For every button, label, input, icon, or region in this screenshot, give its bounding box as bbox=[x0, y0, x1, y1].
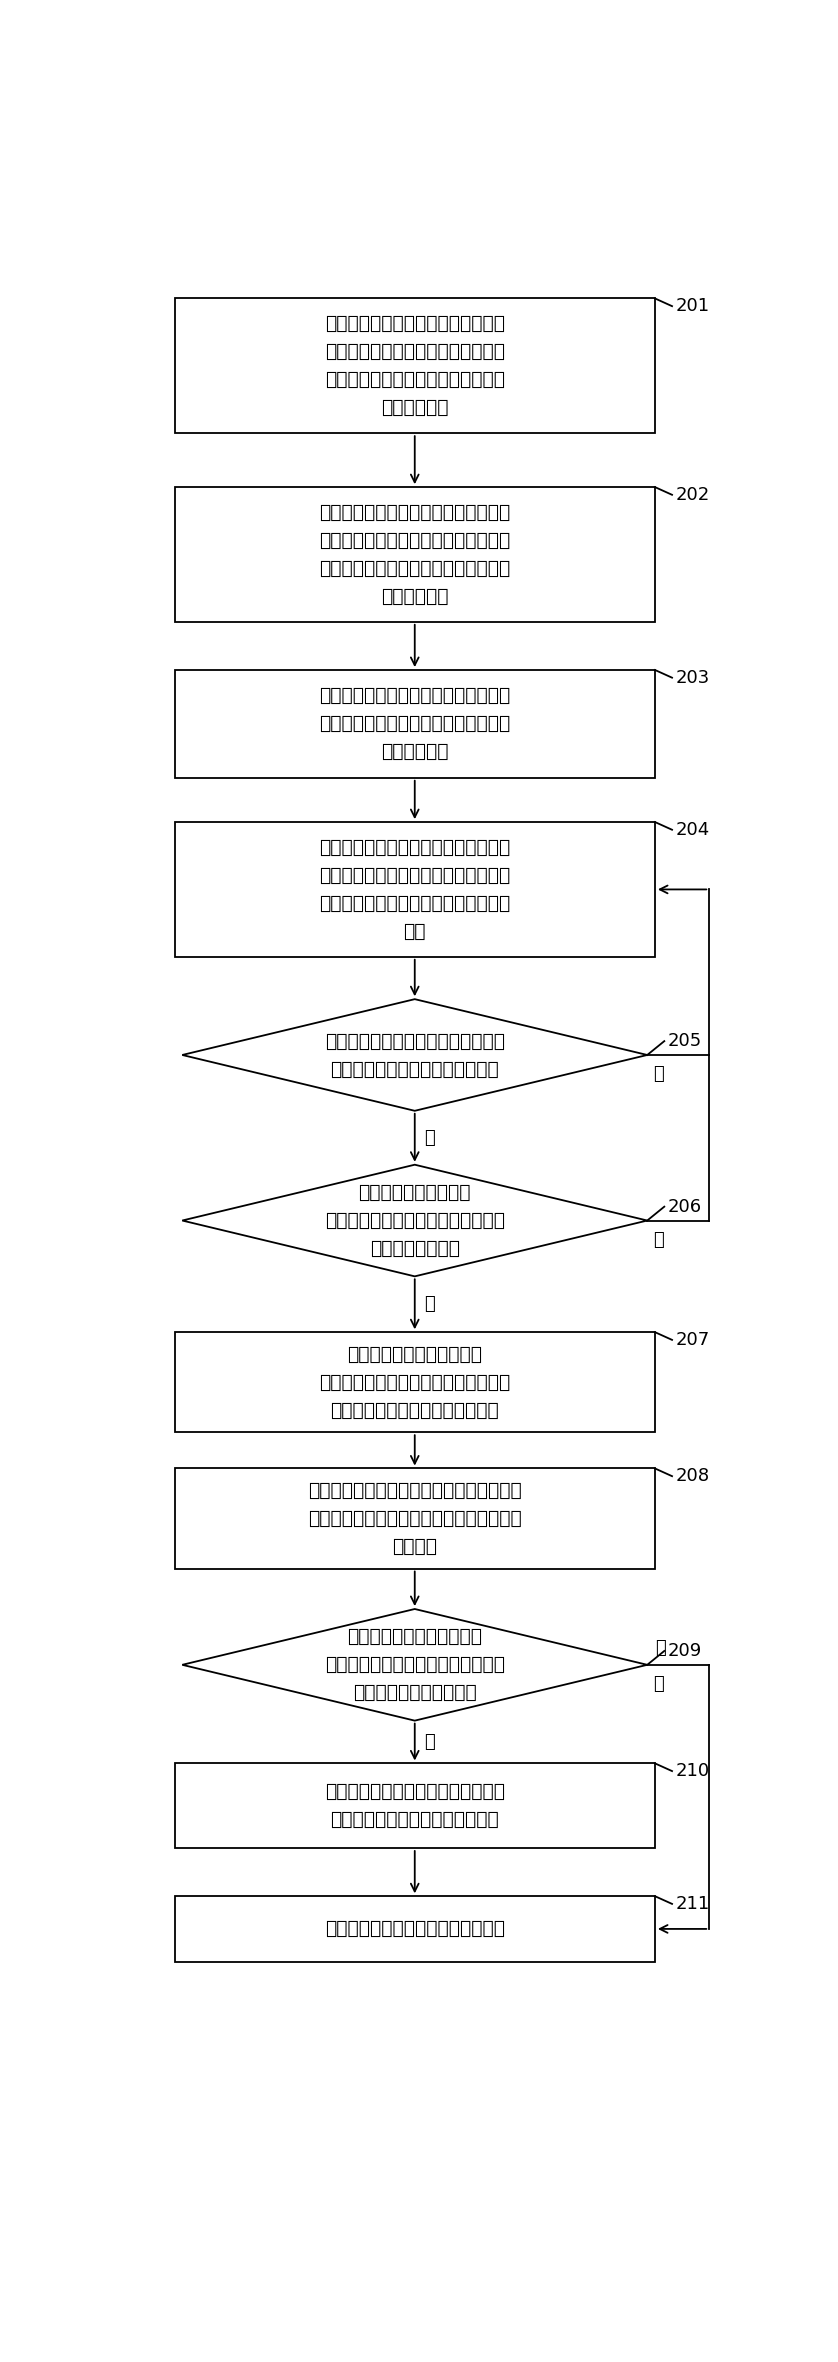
Text: 通过触发设置在所述超声成像设备上的
触摸屏，将所述的触发产生的信号转换
为位置坐标信号，并将该位置坐标信号
输出: 通过触发设置在所述超声成像设备上的 触摸屏，将所述的触发产生的信号转换 为位置坐… bbox=[319, 839, 510, 940]
Polygon shape bbox=[182, 1164, 647, 1275]
Text: 否: 否 bbox=[424, 1734, 435, 1750]
Text: 实时更新并输出所述取样框内的图像: 实时更新并输出所述取样框内的图像 bbox=[325, 1920, 504, 1939]
Text: 209: 209 bbox=[667, 1642, 701, 1660]
Text: 是: 是 bbox=[424, 1294, 435, 1313]
FancyBboxPatch shape bbox=[174, 822, 655, 957]
Text: 则判断触发信号有效，
判断是否在所述预定时长内进一步获
取外部触发信号？: 则判断触发信号有效， 判断是否在所述预定时长内进一步获 取外部触发信号？ bbox=[325, 1183, 504, 1259]
FancyBboxPatch shape bbox=[174, 1332, 655, 1431]
Text: 根据所述的坐标移动距离计算出所述根据进
一步获取外部触发信号移动后的取样框的位
置和范围: 根据所述的坐标移动距离计算出所述根据进 一步获取外部触发信号移动后的取样框的位 … bbox=[308, 1481, 521, 1557]
Text: 207: 207 bbox=[675, 1330, 710, 1349]
Text: 否: 否 bbox=[654, 1065, 665, 1084]
Text: 将进一步获取外部触发信号
转换为对应的调节坐标信号，然后根据
该调节坐标信号计算坐标移动距离: 将进一步获取外部触发信号 转换为对应的调节坐标信号，然后根据 该调节坐标信号计算… bbox=[319, 1344, 510, 1420]
Text: 根据所述动态图像中的彩色血流多普勒
图像占所述取样框的比例大小，预设定
图像比例阈值: 根据所述动态图像中的彩色血流多普勒 图像占所述取样框的比例大小，预设定 图像比例… bbox=[319, 687, 510, 761]
Text: 否: 否 bbox=[654, 1675, 665, 1694]
Text: 根据所述的动态图像，初始设定取样框
的位置坐标范围及其移动与调节规则、
触摸屏触发信号采样的预定时长和能量
信号范围阈值: 根据所述的动态图像，初始设定取样框 的位置坐标范围及其移动与调节规则、 触摸屏触… bbox=[319, 503, 510, 607]
Text: 208: 208 bbox=[675, 1467, 709, 1486]
FancyBboxPatch shape bbox=[174, 671, 655, 777]
FancyBboxPatch shape bbox=[174, 1469, 655, 1568]
FancyBboxPatch shape bbox=[174, 487, 655, 621]
Text: 203: 203 bbox=[675, 668, 710, 687]
Text: 201: 201 bbox=[675, 298, 709, 314]
Text: 判断输出的位置坐标信号是否在初始
设置的取样框的位置坐标范围内？: 判断输出的位置坐标信号是否在初始 设置的取样框的位置坐标范围内？ bbox=[325, 1032, 504, 1079]
Text: 判断所述移动后的取样框内
的图像信息是否小于能量信号范围阈
值和大于图像比例阈值？: 判断所述移动后的取样框内 的图像信息是否小于能量信号范围阈 值和大于图像比例阈值… bbox=[325, 1627, 504, 1703]
FancyBboxPatch shape bbox=[174, 298, 655, 432]
Text: 202: 202 bbox=[675, 487, 710, 503]
Text: 是: 是 bbox=[424, 1129, 435, 1148]
Text: 206: 206 bbox=[667, 1198, 701, 1216]
FancyBboxPatch shape bbox=[174, 1764, 655, 1847]
Text: 依照预设的取样框的移动与调节规则
进行取样框的位置调节和边框调节: 依照预设的取样框的移动与调节规则 进行取样框的位置调节和边框调节 bbox=[325, 1783, 504, 1828]
Text: 211: 211 bbox=[675, 1894, 710, 1913]
Polygon shape bbox=[182, 1609, 647, 1720]
Text: 是: 是 bbox=[655, 1639, 665, 1656]
Text: 210: 210 bbox=[675, 1762, 709, 1781]
Text: 204: 204 bbox=[675, 820, 710, 839]
Text: 205: 205 bbox=[667, 1032, 701, 1051]
Text: 否: 否 bbox=[654, 1231, 665, 1249]
Polygon shape bbox=[182, 999, 647, 1110]
FancyBboxPatch shape bbox=[174, 1897, 655, 1963]
Text: 在超声成像设备上设置触摸屏，通过
获取超声探头回波信号，并将信号进
行处理，生成并输出显示动态图像在
所述触摸屏上: 在超声成像设备上设置触摸屏，通过 获取超声探头回波信号，并将信号进 行处理，生成… bbox=[325, 314, 504, 418]
